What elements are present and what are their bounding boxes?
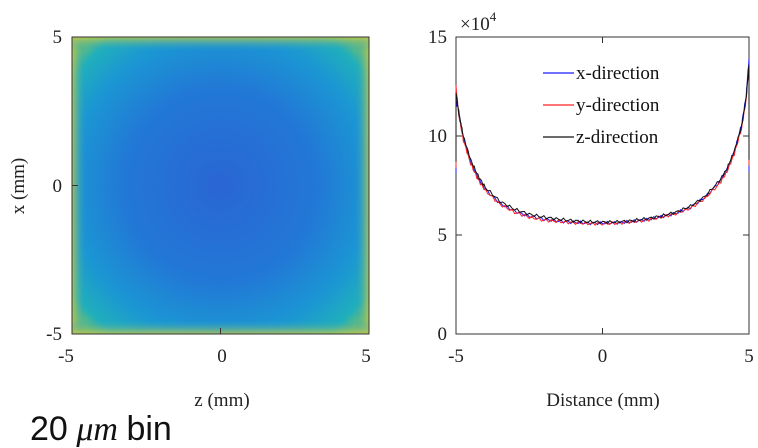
bin-unit: μm [75, 411, 118, 448]
heatmap-edge-top [72, 37, 369, 51]
x-tick-label: 0 [598, 346, 608, 367]
heatmap-xtick-label: 0 [217, 346, 227, 367]
heatmap-ylabel: x (mm) [8, 158, 29, 214]
y-scale-base: ×10 [460, 14, 490, 35]
legend-label-x: x-direction [576, 63, 660, 84]
heatmap-xtick-label: -5 [58, 346, 74, 367]
heatmap-ytick-label: -5 [46, 324, 62, 345]
x-tick-label: 5 [744, 346, 754, 367]
bin-size-caption: 20 μm bin [30, 410, 172, 448]
line-series-group [455, 58, 750, 226]
bin-number: 20 [30, 410, 68, 448]
heatmap-edge-right [355, 37, 369, 334]
y-scale-multiplier: ×104 [460, 9, 497, 35]
legend-label-z: z-direction [576, 127, 659, 148]
y-tick-label: 10 [428, 126, 447, 147]
y-scale-exponent: 4 [490, 9, 497, 24]
heatmap-ticks [71, 36, 370, 335]
series-line-z-direction [455, 64, 750, 225]
heatmap-image [72, 37, 369, 334]
bin-word: bin [126, 410, 171, 448]
line-xlabel: Distance (mm) [546, 390, 659, 411]
heatmap-xtick-label: 5 [361, 346, 371, 367]
heatmap-ytick-label: 0 [53, 176, 63, 197]
legend: x-direction y-direction z-direction [543, 63, 660, 148]
heatmap-panel: -5 0 5 5 0 -5 z (mm) x (mm) [8, 27, 371, 411]
legend-label-y: y-direction [576, 95, 660, 116]
x-tick-label: -5 [448, 346, 464, 367]
heatmap-edge-bottom [72, 320, 369, 334]
series-line-y-direction [455, 66, 750, 226]
y-tick-label: 15 [428, 27, 447, 48]
line-plot-frame [455, 36, 750, 335]
heatmap-edge-left [72, 37, 86, 334]
y-tick-label: 0 [438, 324, 448, 345]
heatmap-xlabel: z (mm) [194, 390, 249, 411]
y-tick-label: 5 [438, 225, 448, 246]
line-ticks [455, 36, 750, 335]
heatmap-ytick-label: 5 [53, 27, 63, 48]
